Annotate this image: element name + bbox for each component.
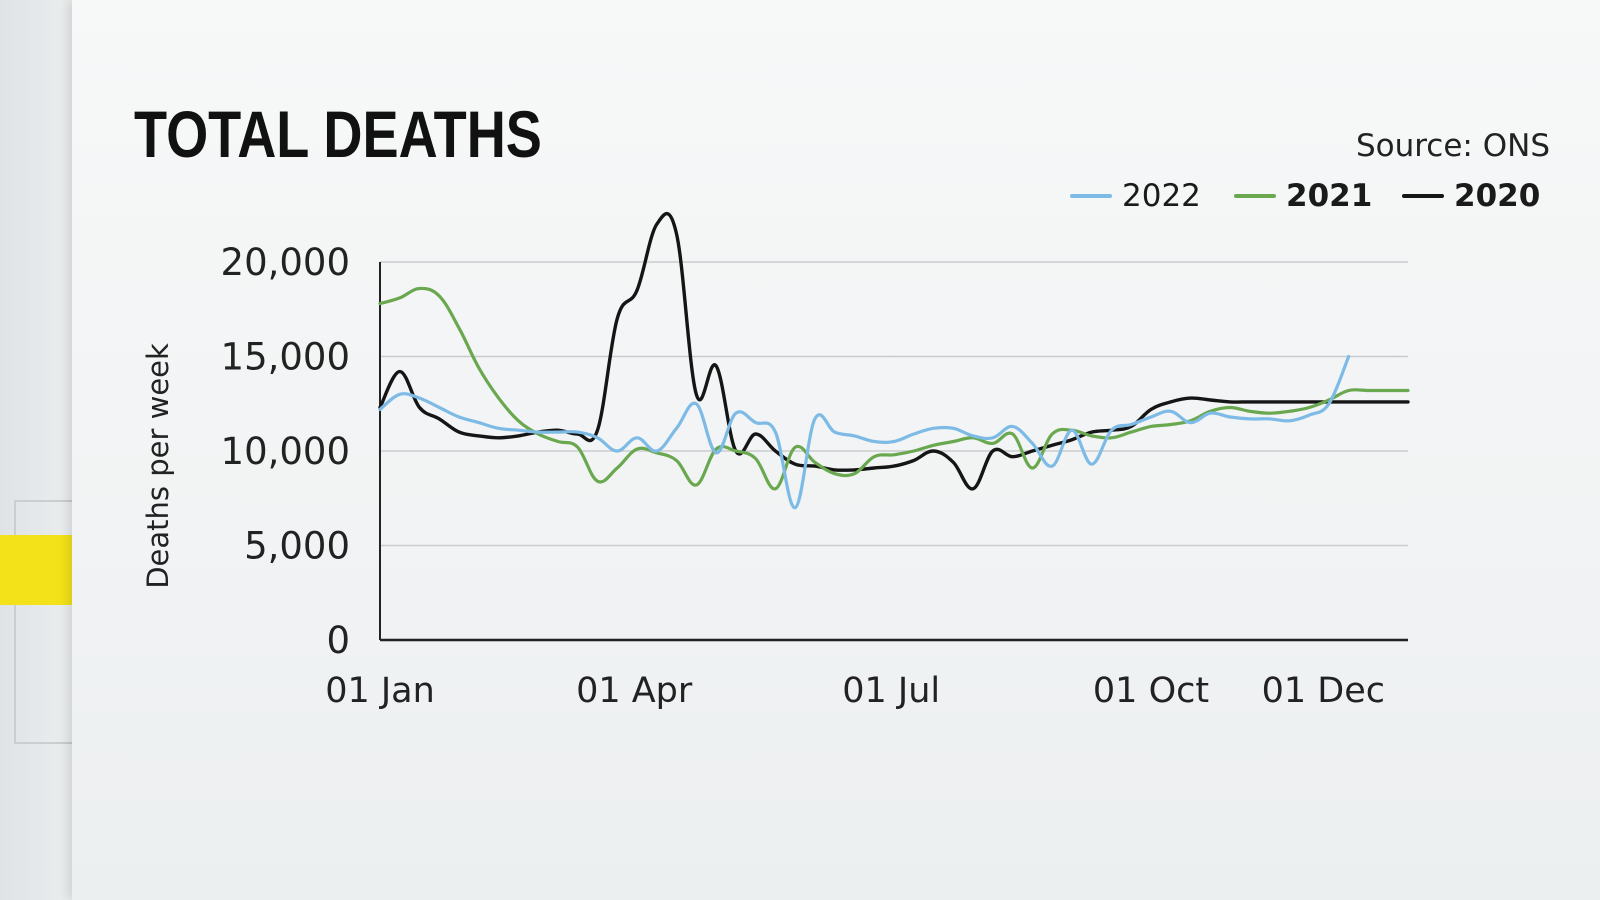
y-axis-label: Deaths per week [141,343,175,589]
chart-panel [72,0,1600,900]
x-tick-label: 01 Dec [1262,671,1385,711]
background-frame [14,500,90,744]
legend: 2022 2021 2020 [0,178,1600,228]
x-tick-label: 01 Apr [576,671,693,711]
x-tick-label: 01 Jul [842,671,940,711]
legend-label-2022: 2022 [1122,178,1201,214]
legend-item-2020: 2020 [1402,178,1540,214]
legend-swatch-2022 [1070,194,1112,198]
y-tick-label: 20,000 [221,241,350,284]
y-tick-label: 10,000 [221,430,350,473]
y-tick-label: 5,000 [244,525,350,568]
series-line-2022 [378,354,1351,510]
legend-item-2021: 2021 [1234,178,1372,214]
series-line-2020 [378,211,1410,491]
legend-label-2020: 2020 [1454,178,1541,214]
x-tick-label: 01 Oct [1093,671,1209,711]
legend-swatch-2020 [1402,194,1444,198]
series-line-2021 [378,286,1410,491]
y-tick-label: 15,000 [221,336,350,379]
legend-swatch-2021 [1234,194,1276,198]
source-label: Source: ONS [1355,128,1550,164]
legend-label-2021: 2021 [1286,178,1373,214]
x-tick-label: 01 Jan [325,671,435,711]
chart-title: TOTAL DEATHS [134,97,542,171]
legend-item-2022: 2022 [1070,178,1201,214]
y-tick-label: 0 [326,619,350,662]
